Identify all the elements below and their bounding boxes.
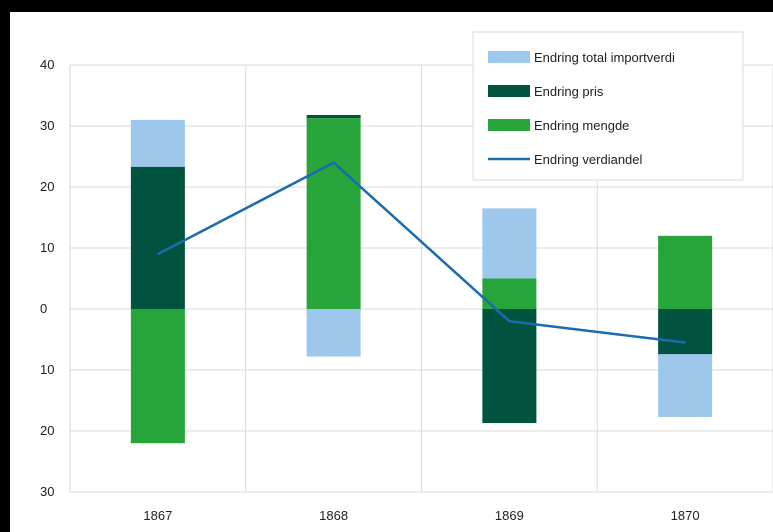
bars [130,115,713,444]
bar-segment [658,235,713,309]
legend-swatch [488,51,530,63]
line-series-path [157,161,686,344]
x-tick-label: 1870 [671,508,700,523]
legend-label: Endring total importverdi [534,50,675,65]
legend-label: Endring mengde [534,118,629,133]
stacked-bar-line-chart: 40 30 20 10 0 10 20 30 1867 1868 1869 1870 Endring… [40,31,773,523]
y-axis-ticks: 40 30 20 10 0 10 20 30 [40,57,54,499]
y-tick-label: 0 [40,301,47,316]
bar-segment [658,309,713,355]
y-tick-label: 20 [40,423,54,438]
y-tick-label: 10 [40,362,54,377]
line-series [157,161,686,344]
x-tick-label: 1869 [495,508,524,523]
bar-segment [482,208,537,279]
legend-label: Endring pris [534,84,604,99]
chart-frame: 40 30 20 10 0 10 20 30 1867 1868 1869 1870 Endring… [10,12,773,532]
y-tick-label: 10 [40,240,54,255]
x-tick-label: 1867 [143,508,172,523]
y-tick-label: 30 [40,484,54,499]
bar-segment [482,309,537,424]
y-tick-label: 20 [40,179,54,194]
legend-swatch [488,85,530,97]
legend: Endring total importverdi Endring pris End… [472,31,744,181]
x-tick-label: 1868 [319,508,348,523]
legend-swatch [488,119,530,131]
bar-segment [658,354,713,417]
legend-label: Endring verdiandel [534,152,643,167]
bar-segment [130,119,185,167]
bar-segment [306,309,361,357]
x-axis-ticks: 1867 1868 1869 1870 [143,508,699,523]
bar-segment [306,118,361,309]
bar-segment [306,115,361,119]
y-tick-label: 30 [40,118,54,133]
bar-segment [130,166,185,309]
bar-segment [130,309,185,444]
y-tick-label: 40 [40,57,54,72]
